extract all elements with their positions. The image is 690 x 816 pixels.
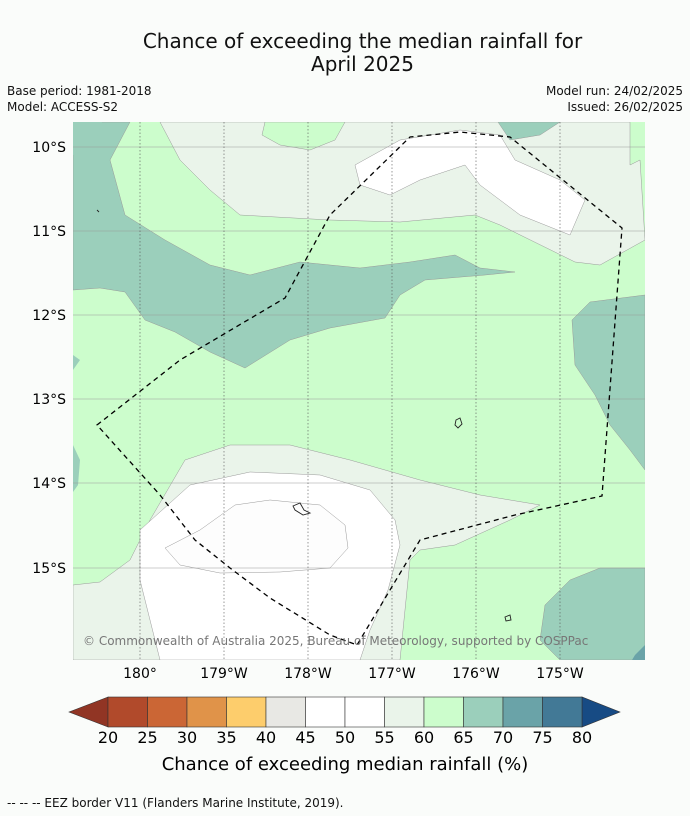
colorbar-tick-40: 40 [256, 728, 276, 747]
colorbar-tick-50: 50 [335, 728, 355, 747]
colorbar-tick-45: 45 [295, 728, 315, 747]
base-period: Base period: 1981-2018 [7, 84, 152, 98]
title-line-1: Chance of exceeding the median rainfall … [142, 29, 583, 53]
colorbar-segments [107, 696, 583, 728]
model-name: Model: ACCESS-S2 [7, 100, 119, 114]
colorbar-segment-11 [542, 696, 583, 728]
lon-label-180: 180° [123, 666, 157, 682]
green-patch-north [261, 122, 346, 151]
colorbar: 20 25 30 35 40 45 50 55 60 65 70 75 80 Chance of exc… [68, 696, 621, 775]
lon-label-176w: 176°W [452, 666, 500, 682]
band-65-70-west [73, 122, 516, 369]
colorbar-segment-3 [226, 696, 267, 728]
colorbar-segment-8 [423, 696, 464, 728]
colorbar-segment-10 [502, 696, 543, 728]
colorbar-tick-30: 30 [177, 728, 197, 747]
island-1 [454, 417, 463, 429]
longitude-labels: 180° 179°W 178°W 177°W 176°W 175°W [123, 666, 584, 682]
colorbar-segment-4 [265, 696, 306, 728]
meta-left: Base period: 1981-2018 Model: ACCESS-S2 [7, 83, 152, 115]
colorbar-tick-75: 75 [532, 728, 552, 747]
band-70-75-corner [632, 645, 645, 660]
lon-label-178w: 178°W [284, 666, 332, 682]
lon-label-179w: 179°W [200, 666, 248, 682]
model-run: Model run: 24/02/2025 [545, 84, 683, 98]
colorbar-segment-9 [463, 696, 504, 728]
colorbar-tick-55: 55 [374, 728, 394, 747]
colorbar-segment-2 [186, 696, 227, 728]
colorbar-segment-1 [147, 696, 188, 728]
island-2 [292, 502, 312, 516]
colorbar-segment-7 [384, 696, 425, 728]
copyright-text: © Commonwealth of Australia 2025, Bureau… [83, 634, 588, 648]
lat-label-11s: 11°S [32, 224, 66, 240]
colorbar-segment-0 [107, 696, 148, 728]
lon-label-177w: 177°W [368, 666, 416, 682]
colorbar-segment-6 [344, 696, 385, 728]
colorbar-over-arrow [581, 696, 621, 728]
islands [96, 209, 512, 622]
lat-label-10s: 10°S [32, 140, 66, 156]
teal-edge-1 [73, 355, 80, 370]
colorbar-tick-20: 20 [98, 728, 118, 747]
band-55-60-north [159, 122, 645, 266]
colorbar-segment-5 [305, 696, 346, 728]
colorbar-under-arrow [68, 696, 109, 728]
eez-border [96, 131, 623, 646]
latitude-lines [73, 146, 645, 569]
meta-right: Model run: 24/02/2025 Issued: 26/02/2025 [546, 83, 683, 115]
colorbar-tick-60: 60 [414, 728, 434, 747]
island-3 [504, 614, 512, 622]
band-65-70-southeast [539, 567, 645, 660]
colorbar-tick-70: 70 [493, 728, 513, 747]
title-line-2: April 2025 [311, 52, 414, 76]
colorbar-tick-25: 25 [137, 728, 157, 747]
band-45-50 [164, 499, 349, 574]
issued-date: Issued: 26/02/2025 [567, 100, 683, 114]
eez-legend-note: -- -- -- EEZ border V11 (Flanders Marine… [7, 796, 344, 810]
island-4 [96, 209, 100, 213]
colorbar-tick-35: 35 [216, 728, 236, 747]
colorbar-title: Chance of exceeding median rainfall (%) [162, 754, 529, 775]
lat-label-14s: 14°S [32, 476, 66, 492]
lat-label-13s: 13°S [32, 392, 66, 408]
teal-edge-2 [73, 445, 80, 492]
map-title: Chance of exceeding the median rainfall … [0, 30, 690, 76]
colorbar-tick-80: 80 [572, 728, 592, 747]
band-65-70-east [571, 294, 645, 471]
colorbar-tick-65: 65 [453, 728, 473, 747]
teal-patch-north [497, 122, 561, 141]
longitude-lines [139, 122, 561, 660]
rainfall-probability-map: © Commonwealth of Australia 2025, Bureau… [73, 122, 645, 660]
colorbar-tick-labels: 20 25 30 35 40 45 50 55 60 65 70 75 80 [98, 728, 592, 747]
lat-label-12s: 12°S [32, 308, 66, 324]
band-50-55-north [354, 129, 586, 236]
latitude-labels: 10°S 11°S 12°S 13°S 14°S 15°S [32, 140, 66, 577]
lon-label-175w: 175°W [536, 666, 584, 682]
lat-label-15s: 15°S [32, 561, 66, 577]
